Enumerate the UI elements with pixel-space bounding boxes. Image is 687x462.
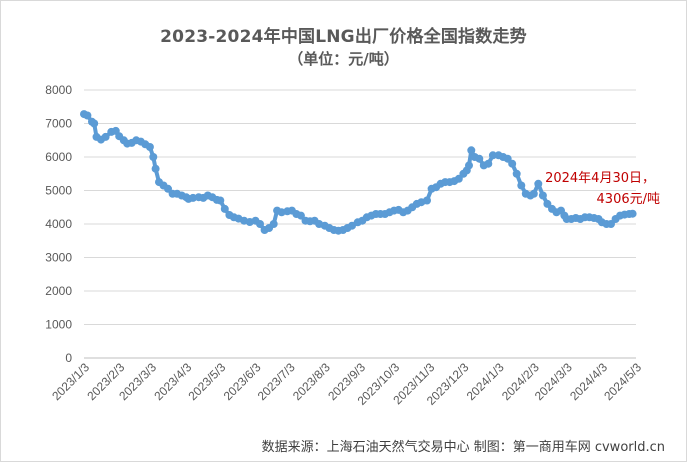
data-point (512, 169, 521, 178)
x-axis-tick-labels: 2023/1/32023/2/32023/3/32023/4/32023/5/3… (49, 360, 644, 408)
y-tick-label: 6000 (45, 150, 72, 164)
chart-subtitle: （单位：元/吨） (288, 50, 399, 68)
x-tick-label: 2023/7/3 (255, 360, 298, 403)
data-point (101, 132, 110, 141)
y-tick-label: 1000 (45, 318, 72, 332)
x-tick-label: 2023/1/3 (49, 360, 92, 403)
data-point (145, 143, 154, 151)
data-point (83, 111, 92, 120)
y-tick-label: 4000 (45, 217, 72, 231)
y-tick-label: 3000 (45, 251, 72, 265)
data-point (484, 159, 493, 168)
x-tick-label: 2024/5/3 (601, 360, 644, 403)
data-point (628, 209, 637, 218)
data-point (508, 159, 517, 168)
data-point (475, 154, 484, 163)
data-point (538, 191, 547, 200)
data-point (149, 153, 158, 161)
data-point (216, 196, 225, 205)
x-tick-label: 2024/3/3 (532, 360, 575, 403)
y-tick-label: 8000 (45, 83, 72, 97)
y-tick-label: 5000 (45, 184, 72, 198)
x-tick-label: 2024/1/3 (464, 360, 507, 403)
y-axis-tick-labels: 0 1000 2000 3000 4000 5000 6000 7000 8000 (45, 83, 72, 365)
chart-title: 2023-2024年中国LNG出厂价格全国指数走势 (160, 27, 527, 47)
data-point (423, 196, 431, 205)
x-tick-label: 2023/5/3 (185, 360, 228, 403)
data-point (151, 164, 160, 173)
x-tick-label: 2023/8/3 (290, 360, 333, 403)
data-point (488, 151, 497, 160)
y-tick-label: 2000 (45, 284, 72, 298)
data-point (534, 179, 543, 188)
data-point (465, 161, 473, 170)
annotation-value: 4306元/吨 (597, 192, 660, 207)
source-note: 数据来源：上海石油天然气交易中心 制图：第一商用车网 cvworld.cn (261, 440, 665, 455)
data-point (517, 181, 526, 190)
data-point (296, 211, 305, 220)
data-point (529, 189, 538, 198)
data-point (90, 119, 99, 128)
y-tick-label: 7000 (45, 117, 72, 131)
y-tick-label: 0 (65, 351, 72, 365)
data-point (256, 220, 264, 228)
price-series (80, 110, 637, 235)
data-point (269, 220, 278, 228)
data-point (220, 204, 229, 213)
annotation-date: 2024年4月30日， (545, 171, 655, 186)
data-point (467, 146, 476, 155)
